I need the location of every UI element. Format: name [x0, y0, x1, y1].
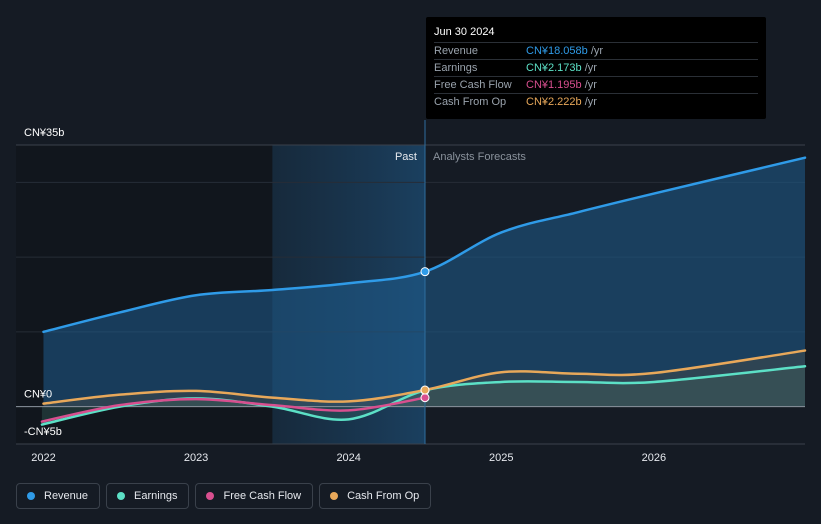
tooltip-label: Earnings — [434, 62, 478, 74]
legend-dot-icon — [117, 492, 126, 500]
cash-from-op-marker — [420, 385, 430, 395]
legend-label: Free Cash Flow — [223, 490, 302, 502]
past-label: Past — [395, 151, 417, 163]
cash-from-op-area — [43, 350, 805, 407]
tooltip-row-free-cash-flow: Free Cash Flow CN¥1.195b /yr — [434, 76, 758, 94]
x-tick-label: 2022 — [31, 452, 55, 464]
tooltip-value: CN¥1.195b /yr — [526, 79, 597, 91]
revenue-marker — [420, 267, 430, 277]
tooltip-row-cash-from-op: Cash From Op CN¥2.222b /yr — [434, 93, 758, 111]
legend-item-revenue[interactable]: Revenue — [16, 483, 101, 509]
legend-dot-icon — [330, 492, 339, 500]
legend-label: Cash From Op — [347, 490, 420, 502]
cash-from-op-line — [42, 349, 807, 405]
y-tick-label: -CN¥5b — [24, 426, 62, 438]
legend-dot-icon — [27, 492, 35, 500]
tooltip-value: CN¥2.173b /yr — [526, 62, 597, 74]
tooltip-row-earnings: Earnings CN¥2.173b /yr — [434, 59, 758, 77]
tooltip-value: CN¥2.222b /yr — [526, 96, 597, 108]
forecast-label: Analysts Forecasts — [433, 151, 526, 163]
legend-label: Earnings — [134, 490, 178, 502]
tooltip-row-revenue: Revenue CN¥18.058b /yr — [434, 42, 758, 60]
legend: Revenue Earnings Free Cash Flow Cash Fro… — [16, 483, 432, 511]
x-axis-ticks: 2022 2023 2024 2025 2026 — [31, 452, 666, 464]
x-tick-label: 2023 — [184, 452, 208, 464]
legend-dot-icon — [206, 492, 215, 500]
hover-markers — [420, 267, 430, 403]
tooltip-label: Cash From Op — [434, 96, 507, 108]
x-tick-label: 2026 — [642, 452, 666, 464]
legend-item-earnings[interactable]: Earnings — [106, 483, 190, 509]
legend-item-free-cash-flow[interactable]: Free Cash Flow — [195, 483, 314, 509]
series-lines — [40, 156, 807, 426]
tooltip-label: Free Cash Flow — [434, 79, 512, 91]
x-tick-label: 2024 — [336, 452, 360, 464]
y-tick-label: CN¥0 — [24, 389, 52, 401]
tooltip: Jun 30 2024 Revenue CN¥18.058b /yr Earni… — [426, 17, 766, 119]
revenue-line — [42, 156, 807, 334]
tooltip-label: Revenue — [434, 45, 479, 57]
free-cash-flow-line — [40, 396, 427, 423]
y-tick-label: CN¥35b — [24, 127, 64, 139]
revenue-area — [43, 157, 805, 407]
free-cash-flow-marker — [420, 393, 430, 403]
tooltip-value: CN¥18.058b /yr — [526, 45, 604, 57]
legend-label: Revenue — [44, 490, 89, 502]
legend-item-cash-from-op[interactable]: Cash From Op — [319, 483, 432, 509]
tooltip-date: Jun 30 2024 — [434, 26, 495, 38]
y-axis-ticks: CN¥35b CN¥0 -CN¥5b — [24, 127, 64, 438]
x-tick-label: 2025 — [489, 452, 513, 464]
